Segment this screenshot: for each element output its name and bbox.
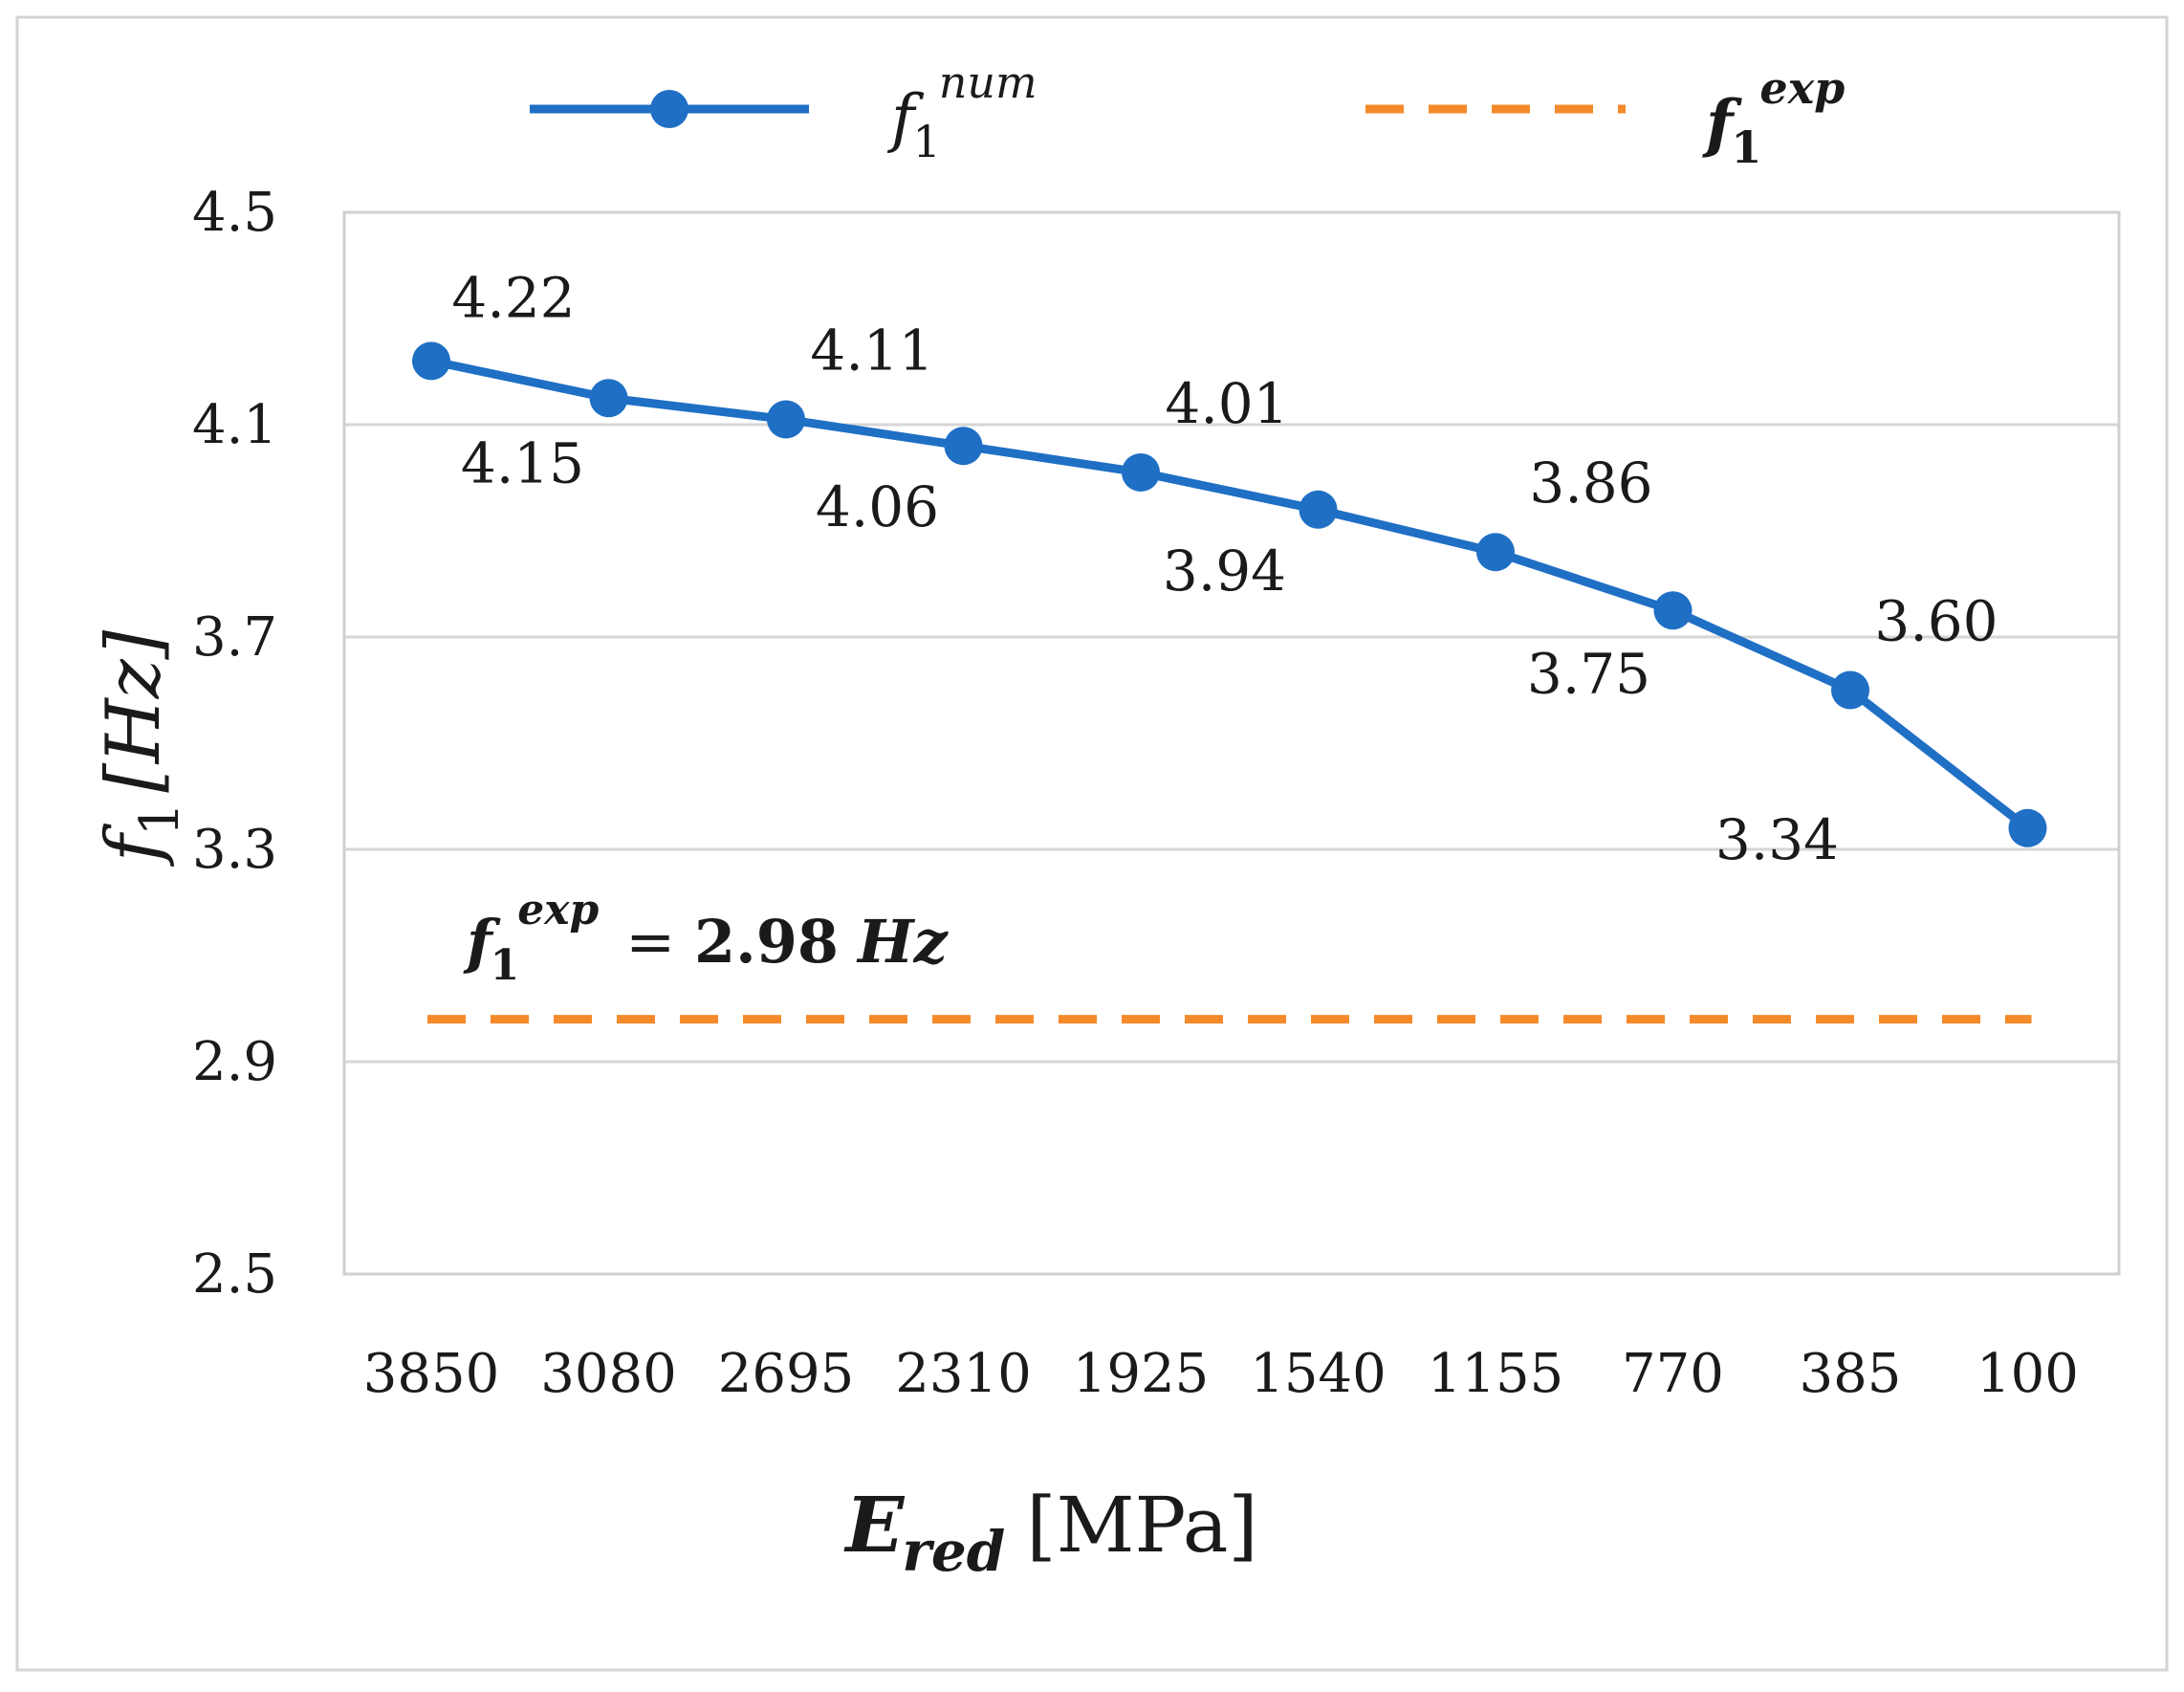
x-tick-label: 385 [1800,1343,1902,1405]
data-label: 4.22 [451,265,575,330]
data-labels: 4.22 4.15 4.11 4.06 4.01 3.94 3.86 3.75 3.60 3.34 [451,265,1998,871]
x-tick-label: 1540 [1250,1343,1387,1405]
y-tick-label: 2.5 [192,1243,277,1306]
annotation-sub: 1 [491,941,520,990]
legend-num-sup: num [939,56,1037,108]
legend-num-sub: 1 [912,116,940,167]
series-num-point [412,341,450,381]
plot-area [342,210,2121,1276]
x-tick-label: 2310 [895,1343,1032,1405]
y-axis-label: f1[Hz] [91,629,191,867]
legend-exp-sup: exp [1759,62,1845,114]
legend-exp-sub: 1 [1731,121,1761,173]
annotation-value: 2.98 [694,907,839,977]
series-num-point [944,427,983,466]
series-num-point [1476,533,1515,572]
annotation-unit: Hz [856,907,950,977]
x-axis-ticks: 3850 3080 2695 2310 1925 1540 1155 770 385 100 [363,1343,2079,1405]
y-tick-label: 3.3 [192,819,277,881]
series-num-line [430,356,2031,832]
series-num-point [1653,591,1693,630]
series-num-point [1299,490,1338,529]
annotation-eq: = [625,907,694,977]
series-num [412,341,2047,847]
series-num-point [2008,808,2047,847]
chart-frame [15,15,2169,1672]
series-num-point [1122,452,1160,492]
y-tick-label: 3.7 [192,606,277,669]
data-label: 4.06 [816,474,939,539]
x-tick-label: 100 [1977,1343,2079,1405]
x-axis-label: Ered [MPa] [843,1480,1257,1584]
ylabel-unit: [Hz] [91,629,177,793]
xlabel-base: E [843,1480,905,1570]
data-label: 3.86 [1529,450,1652,516]
data-label: 3.34 [1715,807,1839,872]
data-label: 3.75 [1527,641,1650,706]
x-tick-label: 1925 [1073,1343,1210,1405]
legend-num-marker [650,90,688,128]
y-tick-label: 2.9 [192,1031,277,1093]
y-axis-ticks: 4.5 4.1 3.7 3.3 2.9 2.5 [192,182,277,1306]
exp-annotation: f1exp = 2.98 Hz [463,886,950,990]
series-num-point [1831,670,1869,710]
x-tick-label: 770 [1622,1343,1724,1405]
x-tick-label: 3080 [540,1343,677,1405]
data-label: 3.60 [1874,589,1998,654]
data-label: 4.15 [461,430,584,495]
series-num-point [589,379,628,418]
ylabel-sub: 1 [129,802,191,837]
x-tick-label: 1155 [1428,1343,1564,1405]
data-label: 4.01 [1165,371,1288,436]
y-tick-label: 4.5 [192,182,277,244]
xlabel-unit: [MPa] [1026,1481,1257,1570]
annotation-sup: exp [517,886,599,934]
y-tick-label: 4.1 [192,394,277,456]
legend-exp-label: f1exp [1702,62,1845,173]
x-tick-label: 3850 [363,1343,500,1405]
xlabel-sub: red [902,1519,1005,1584]
series-num-point [767,400,805,439]
legend: f1num f1exp [530,56,1845,173]
x-tick-label: 2695 [718,1343,855,1405]
data-label: 3.94 [1163,538,1286,604]
data-label: 4.11 [810,318,933,383]
